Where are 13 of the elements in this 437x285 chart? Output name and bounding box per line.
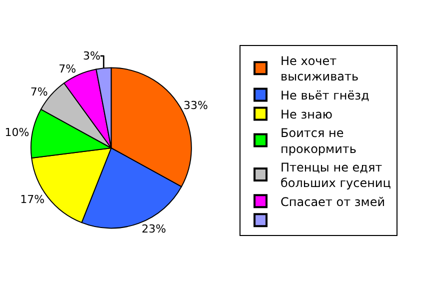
data-label: 7%: [58, 62, 76, 76]
legend-label: Спасает от змей: [280, 194, 386, 209]
legend-label: Боится не прокормить: [280, 126, 356, 156]
data-label: 3%: [82, 49, 100, 62]
data-label: 17%: [20, 193, 45, 206]
legend-label: Не знаю: [280, 107, 332, 122]
data-label: 23%: [142, 222, 166, 236]
data-label: 10%: [4, 126, 30, 140]
legend-label: Не вьёт гнёзд: [280, 88, 370, 102]
data-label: 7%: [30, 86, 48, 99]
data-label: 33%: [183, 98, 208, 112]
legend-label: Птенцы не едят больших гусениц: [280, 160, 391, 190]
legend-label: Не хочет высиживать: [280, 54, 359, 84]
